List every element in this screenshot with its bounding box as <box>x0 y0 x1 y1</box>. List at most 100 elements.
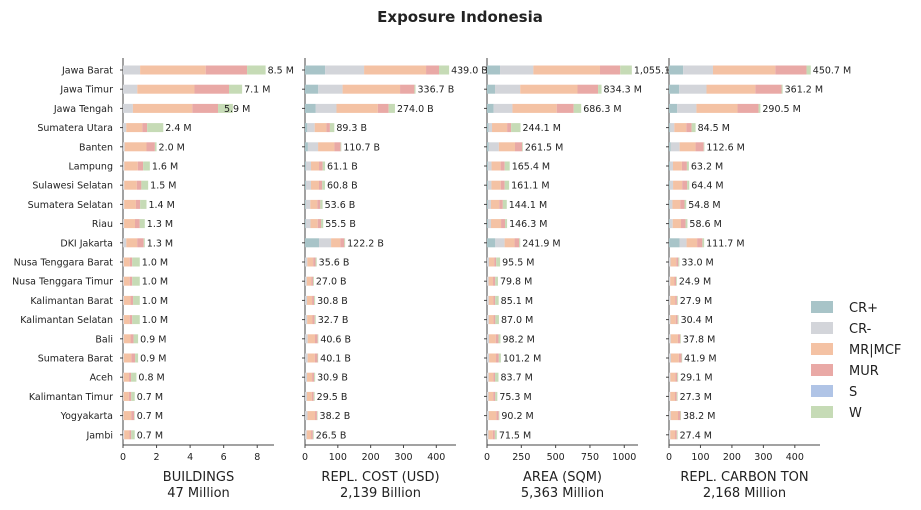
bar-segment <box>669 219 670 229</box>
bar-segment <box>672 161 682 171</box>
bar-segment <box>680 219 686 229</box>
bar-segment <box>775 65 807 75</box>
region-label: Sumatera Selatan <box>28 200 113 211</box>
bar-segment <box>491 161 501 171</box>
bar-segment <box>488 411 497 421</box>
bar-segment <box>669 161 670 171</box>
bar-segment <box>487 257 489 267</box>
bar-segment <box>123 103 133 113</box>
bar-segment <box>218 103 233 113</box>
panel: 0 2 4 6 8 8.5 M 7.1 M 5.9 M 2.4 M 2.0 M 1.6 M 1.5 M… <box>120 58 294 501</box>
bar-segment <box>154 142 157 152</box>
bar-segment <box>677 372 679 382</box>
x-tick-label: 6 <box>221 452 227 463</box>
bar-segment <box>123 334 124 344</box>
bar-segment <box>500 161 505 171</box>
bar-segment <box>305 334 308 344</box>
bar-segment <box>499 199 503 209</box>
bar-segment <box>492 123 508 133</box>
bar-segment <box>123 65 141 75</box>
bar-segment <box>487 334 490 344</box>
value-label: 122.2 B <box>347 238 384 249</box>
bar-segment <box>305 123 308 133</box>
bar-segment <box>493 315 496 325</box>
bar-segment <box>488 372 494 382</box>
legend-swatch <box>811 385 833 397</box>
bar-segment <box>687 180 690 190</box>
bar-segment <box>322 161 326 171</box>
bar-segment <box>678 353 682 363</box>
bar-segment <box>496 353 499 363</box>
value-label: 834.3 M <box>604 85 642 96</box>
value-label: 30.9 B <box>317 373 348 384</box>
bar-segment <box>488 276 494 286</box>
bar-segment <box>205 65 248 75</box>
region-label: Jambi <box>85 430 113 441</box>
bar-segment <box>684 199 687 209</box>
bar-segment <box>500 65 534 75</box>
value-label: 361.2 M <box>785 85 823 96</box>
bar-segment <box>498 411 500 421</box>
bar-segment <box>123 295 131 305</box>
bar-segment <box>498 142 515 152</box>
bar-segment <box>344 238 346 248</box>
legend-label: W <box>849 406 862 421</box>
bar-segment <box>489 334 496 344</box>
bar-segment <box>691 123 696 133</box>
bar-segment <box>130 295 134 305</box>
bar-segment <box>137 84 195 94</box>
bar-segment <box>321 219 324 229</box>
bar-segment <box>493 372 496 382</box>
bar-segment <box>146 142 155 152</box>
x-tick-label: 0 <box>302 452 308 463</box>
bar-segment <box>131 430 135 440</box>
bar-segment <box>487 315 489 325</box>
x-tick-label: 100 <box>691 452 709 463</box>
bar-segment <box>305 353 308 363</box>
bar-segment <box>133 334 139 344</box>
region-label: Jawa Timur <box>59 85 113 96</box>
bar-segment <box>679 142 696 152</box>
bar-segment <box>682 180 688 190</box>
bar-segment <box>669 353 671 363</box>
region-label: Riau <box>92 219 113 230</box>
bar-segment <box>306 430 312 440</box>
region-label: Banten <box>79 142 113 153</box>
bar-segment <box>312 276 314 286</box>
bar-segment <box>129 315 133 325</box>
bar-segment <box>495 84 521 94</box>
bar-segment <box>129 372 132 382</box>
legend-label: MUR <box>849 364 879 379</box>
bar-segment <box>311 161 320 171</box>
bar-segment <box>512 103 557 113</box>
bar-segment <box>492 430 495 440</box>
bar-segment <box>669 65 684 75</box>
x-tick-label: 1000 <box>612 452 636 463</box>
bar-segment <box>679 84 707 94</box>
value-label: 290.5 M <box>762 104 800 115</box>
bar-segment <box>123 411 132 421</box>
bar-segment <box>670 430 676 440</box>
bar-segment <box>123 199 125 209</box>
bar-segment <box>340 142 342 152</box>
bar-segment <box>307 315 313 325</box>
bar-segment <box>493 103 513 113</box>
bar-segment <box>141 180 149 190</box>
bar-segment <box>124 199 136 209</box>
bar-segment <box>488 391 494 401</box>
value-label: 1,055.1 <box>634 66 670 77</box>
bar-segment <box>487 142 489 152</box>
chart-legend: CR+ CR- MR|MCF MUR SW <box>811 301 901 421</box>
legend-label: CR+ <box>849 301 878 316</box>
value-label: 1.5 M <box>150 181 176 192</box>
bar-segment <box>488 142 499 152</box>
bar-segment <box>487 219 489 229</box>
x-axis-label: REPL. COST (USD) <box>321 470 439 485</box>
value-label: 33.0 M <box>681 258 713 269</box>
bar-segment <box>305 238 320 248</box>
bar-segment <box>487 238 496 248</box>
bar-segment <box>669 430 671 440</box>
bar-segment <box>487 372 489 382</box>
bar-segment <box>495 276 498 286</box>
x-tick-label: 400 <box>427 452 445 463</box>
